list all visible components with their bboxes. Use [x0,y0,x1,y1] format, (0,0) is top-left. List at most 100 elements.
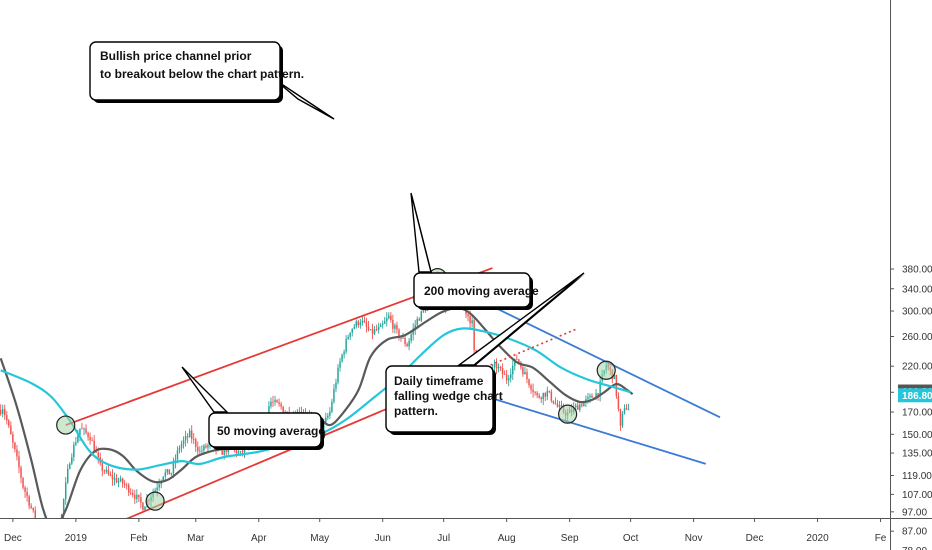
callout-pointer [181,366,229,413]
candle [333,384,335,404]
candle [335,378,337,393]
candle [349,332,351,341]
candle [530,383,532,394]
candle [188,428,191,438]
callout-1: Bullish price channel prior to breakout b… [89,41,335,120]
candle [12,431,14,449]
candle [282,406,284,413]
candle [341,353,343,363]
candle [109,471,112,477]
candle [103,469,106,475]
x-tick-label: May [310,533,329,544]
candle [327,412,329,421]
x-tick-label: 2020 [806,533,829,544]
candle [66,464,69,485]
candle [178,445,181,454]
callout-pointer [410,192,432,273]
candle [20,465,22,484]
pivot-marker [56,415,76,435]
candle [132,489,134,498]
candle [93,434,95,453]
candle [138,494,140,502]
candle [495,358,498,375]
candle [339,357,341,372]
candle [278,398,280,407]
candle [505,369,508,384]
callout-box [385,365,494,433]
candle [270,397,272,409]
candle [400,337,402,342]
candle [142,501,144,511]
candle [158,478,160,491]
y-tick-label: 300.00 [902,307,932,318]
candle [522,364,524,377]
candle [337,364,339,385]
candle [115,473,118,484]
candle [30,503,32,509]
candle [386,312,388,327]
candle [201,445,203,455]
candle [129,488,132,495]
candle [577,401,579,410]
x-tick-label: Oct [623,533,639,544]
callout-box [413,272,531,308]
callouts: Bullish price channel prior to breakout b… [89,41,585,450]
candle [75,437,77,447]
candle [10,421,12,435]
candle [180,440,183,453]
candle [16,445,18,461]
x-tick-label: Jul [437,533,450,544]
candle [383,316,386,324]
candle [540,396,542,404]
callout-2: 200 moving average [410,192,539,310]
candle [182,436,185,449]
candle [280,401,282,410]
candle [4,404,6,420]
candle [388,312,390,320]
candle [512,360,514,381]
candle [28,494,30,510]
candle [192,433,195,445]
candle [123,480,126,489]
candle [497,363,500,373]
candle [503,370,506,375]
candle [6,410,8,425]
y-tick-label: 340.00 [902,284,932,295]
x-tick-label: 2019 [65,533,88,544]
candle [546,386,549,401]
candle [536,390,538,399]
candle [420,310,423,323]
y-tick-label: 170.00 [902,408,932,419]
candle [538,392,540,399]
candle [32,507,34,513]
candle [357,319,360,328]
y-tick-label: 150.00 [902,430,932,441]
candle [18,450,20,474]
x-axis-panel [0,518,932,550]
candle [186,433,189,444]
candle [369,328,372,331]
y-tick-label: 78.00 [902,546,927,550]
callout-pointer [273,78,335,120]
x-tick-label: Nov [685,533,703,544]
candle [394,323,396,334]
candle [85,424,87,435]
candle [361,315,364,326]
candle [107,465,110,477]
x-tick-label: Apr [251,533,267,544]
candle [345,335,347,355]
candle [623,404,626,415]
callout-text: Bullish price channel prior [100,49,252,63]
candle [471,316,473,328]
candle [355,319,358,329]
candle [166,468,169,476]
y-tick-label: 135.00 [902,449,932,460]
candle [534,391,536,396]
candle [493,359,496,373]
candle [83,427,85,436]
y-tick-label: 107.00 [902,490,932,501]
candle [363,316,366,324]
candle [8,418,10,429]
